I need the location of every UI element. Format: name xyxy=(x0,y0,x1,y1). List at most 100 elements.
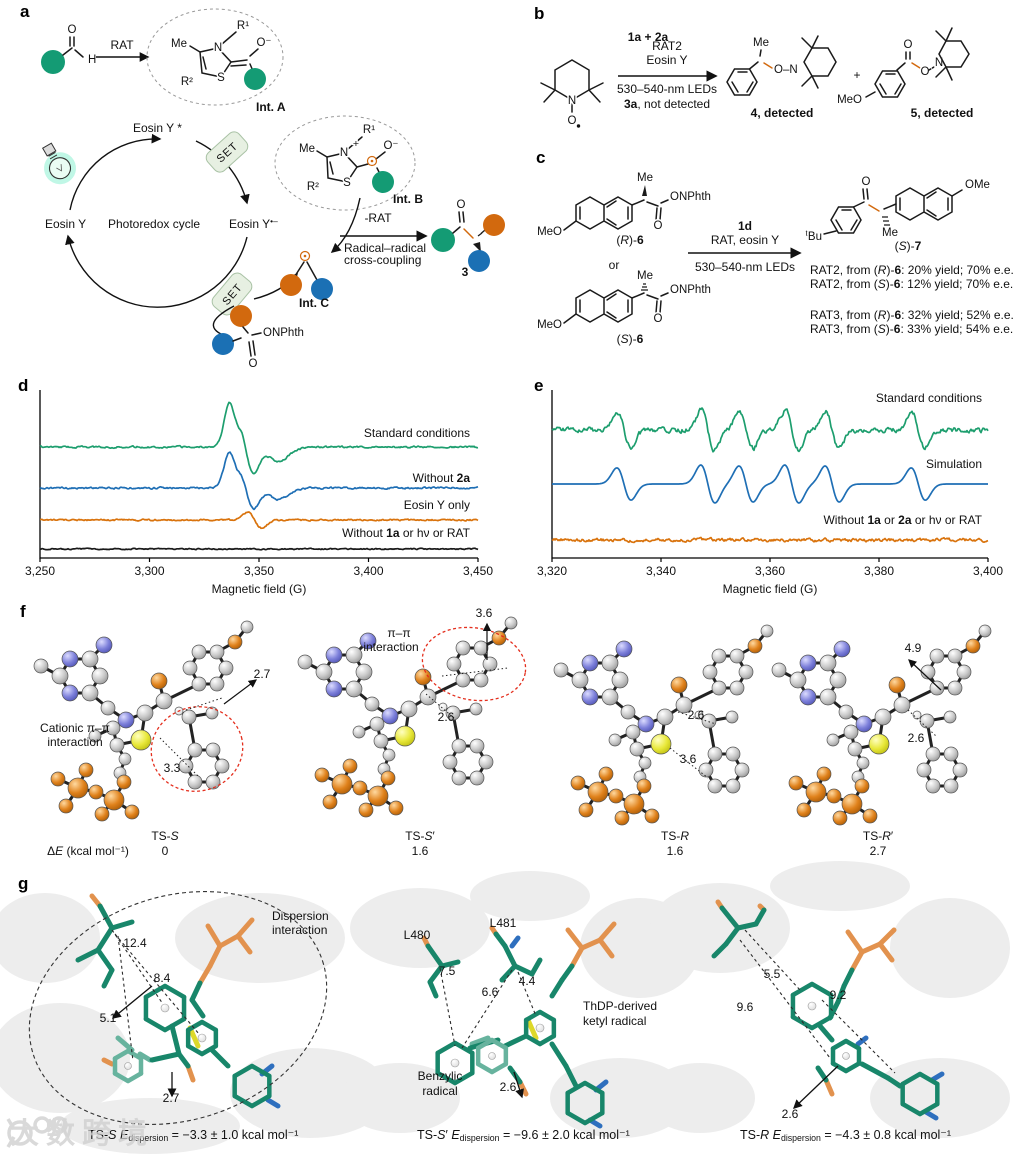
distance-arrow xyxy=(223,679,258,705)
product-3: O 3 xyxy=(431,198,505,279)
protein-view: 5.5 9.2 9.6 2.6 xyxy=(645,861,1010,1138)
atom-c xyxy=(214,758,230,774)
atom-c xyxy=(711,648,727,664)
atom-c xyxy=(181,709,197,725)
atom-c xyxy=(729,648,745,664)
atom-c xyxy=(925,778,941,794)
atom-c xyxy=(893,696,911,714)
ring-bond xyxy=(830,1038,849,1051)
protein-cartoon-blob xyxy=(350,888,490,968)
annotation-text: Dispersion xyxy=(272,909,329,923)
yield-line-3: RAT3, from (R)-6: 32% yield; 52% e.e. xyxy=(810,308,1014,322)
atom-c xyxy=(469,770,485,786)
atom-c xyxy=(109,737,125,753)
orange-stick xyxy=(217,933,241,949)
aldehyde-substrate: O H xyxy=(41,23,98,74)
int-b-label: Int. B xyxy=(393,192,423,206)
plus-sign: + xyxy=(853,68,860,82)
atom-c xyxy=(205,774,221,790)
onphth-label: ONPhth xyxy=(670,191,711,203)
atom-o xyxy=(342,758,358,774)
atom-n xyxy=(359,632,377,650)
g-caption-ts-sp: TS-S′ Edispersion = −9.6 ± 2.0 kcal mol⁻… xyxy=(417,1128,630,1143)
yield-line-1: RAT2, from (R)-6: 20% yield; 70% e.e. xyxy=(810,263,1014,277)
atom-c xyxy=(874,708,892,726)
annotation-text: ThDP-derived xyxy=(583,999,657,1013)
atom-c xyxy=(315,663,333,681)
n-label: N xyxy=(935,57,943,69)
atom-c xyxy=(925,746,941,762)
atom-o xyxy=(150,672,168,690)
centroid-sphere xyxy=(488,1052,496,1060)
distance-dotted-line xyxy=(185,697,223,711)
atom-o xyxy=(636,778,652,794)
ts-structure xyxy=(297,616,518,818)
tempo-structure: N O xyxy=(540,59,604,129)
atom-c xyxy=(155,692,173,710)
atom-c xyxy=(829,671,847,689)
r2-label: R² xyxy=(307,181,319,193)
lteal-stick xyxy=(115,1035,135,1053)
teal-stick xyxy=(427,979,439,999)
atom-c xyxy=(738,664,754,680)
x-tick-label: 3,450 xyxy=(463,564,493,578)
atom-c xyxy=(656,708,674,726)
orange-stick xyxy=(823,1077,835,1097)
annotation-text: 4.9 xyxy=(905,641,922,655)
atom-o xyxy=(50,771,66,787)
atom-c xyxy=(725,710,739,724)
epr-chart-d: 3,250 3,300 3,350 3,400 3,450 Magnetic field … xyxy=(25,390,493,596)
atom-c xyxy=(929,648,945,664)
ring-bond xyxy=(475,1061,495,1075)
teal-stick xyxy=(109,919,135,931)
ring-bond xyxy=(185,1019,205,1033)
atom-o xyxy=(570,775,586,791)
yellow-stick xyxy=(525,1017,539,1041)
annotation-text: 2.7 xyxy=(163,1091,180,1105)
teal-stick xyxy=(529,957,543,977)
ring-bond xyxy=(843,1038,862,1051)
cycle-arc-1 xyxy=(69,133,162,211)
annotation-text: interaction xyxy=(272,923,327,937)
pi-pi-ellipse xyxy=(421,626,527,702)
x-tick-label: 3,300 xyxy=(134,564,164,578)
distance-dashed-line xyxy=(111,929,164,1005)
atom-c xyxy=(943,746,959,762)
atom-o xyxy=(314,767,330,783)
atom-h xyxy=(694,710,704,720)
o-label: O xyxy=(249,358,258,370)
teal-stick xyxy=(75,947,101,963)
panel-f-structures: Cationic π–πinteraction2.73.3TS-S0π–πint… xyxy=(33,606,992,858)
me-label: Me xyxy=(753,37,769,49)
atom-o xyxy=(832,810,848,826)
o-n-label: O–N xyxy=(774,64,798,76)
tbu-label: tBu xyxy=(806,229,822,243)
panel-label-g: g xyxy=(18,874,29,893)
ring-bond xyxy=(809,981,834,998)
teal-stick xyxy=(711,941,729,959)
teal-stick xyxy=(189,997,206,1019)
b-not-detected: 3a, not detected xyxy=(624,97,710,111)
atom-n xyxy=(325,646,343,664)
atom-c xyxy=(419,688,437,706)
distance-dashed-line xyxy=(517,971,537,1017)
atom-c xyxy=(446,656,462,672)
protein-cartoon-blob xyxy=(470,871,590,921)
annotation-text: interaction xyxy=(363,640,418,654)
atom-o xyxy=(788,775,804,791)
atom-c xyxy=(240,620,254,634)
annotation-text: Benzylic xyxy=(418,1069,463,1083)
s6-label: (S)-6 xyxy=(617,332,644,346)
teal-stick xyxy=(95,925,115,953)
atom-c xyxy=(187,774,203,790)
trace-label: Standard conditions xyxy=(364,426,470,440)
blue-stick xyxy=(923,1109,939,1121)
ring-bond xyxy=(917,1071,940,1087)
atom-c xyxy=(451,738,467,754)
orange-stick xyxy=(569,945,585,969)
atom-o xyxy=(965,638,981,654)
annotation-text: 2.6 xyxy=(782,1107,799,1121)
panel-label-c: c xyxy=(536,148,546,167)
